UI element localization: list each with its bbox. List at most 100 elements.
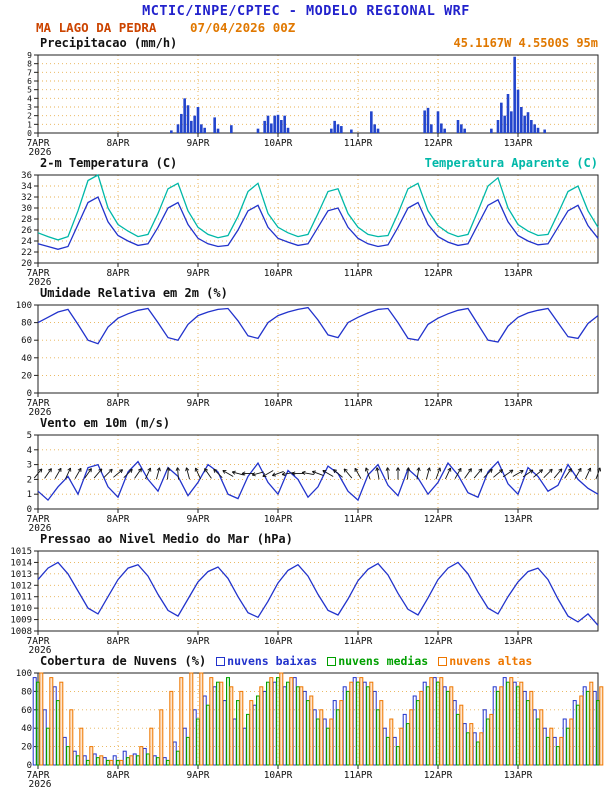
header: MCTIC/INPE/CPTEC - MODELO REGIONAL WRF M… <box>0 0 612 35</box>
model-title: MCTIC/INPE/CPTEC - MODELO REGIONAL WRF <box>142 3 470 19</box>
svg-text:12APR: 12APR <box>424 138 453 149</box>
svg-text:12APR: 12APR <box>424 636 453 647</box>
svg-text:13APR: 13APR <box>504 398 533 409</box>
svg-text:100: 100 <box>16 669 32 679</box>
svg-text:9APR: 9APR <box>187 268 210 279</box>
cloud-high-label: nuvens altas <box>449 654 533 668</box>
panel-precipitation-title: Precipitacao (mm/h) <box>40 36 178 50</box>
svg-text:2026: 2026 <box>29 779 52 787</box>
svg-text:2: 2 <box>27 112 32 121</box>
panel-clouds-title: Cobertura de Nuvens (%) <box>40 654 207 668</box>
svg-text:20: 20 <box>21 371 32 381</box>
svg-text:80: 80 <box>21 687 32 697</box>
svg-text:7APR: 7APR <box>27 268 50 279</box>
svg-text:28: 28 <box>21 215 32 225</box>
svg-text:3: 3 <box>27 461 32 471</box>
svg-text:40: 40 <box>21 724 32 734</box>
svg-text:10APR: 10APR <box>264 636 293 647</box>
svg-text:13APR: 13APR <box>504 138 533 149</box>
panel-pressure: Pressao ao Nivel Medio do Mar (hPa) 7APR… <box>0 531 612 653</box>
svg-text:1: 1 <box>27 120 32 129</box>
svg-text:13APR: 13APR <box>504 636 533 647</box>
cloud-high-swatch-icon <box>438 656 448 666</box>
svg-text:12APR: 12APR <box>424 514 453 525</box>
svg-text:1011: 1011 <box>10 593 32 603</box>
svg-text:1009: 1009 <box>10 616 32 626</box>
legend-clouds-mid: nuvens medias <box>327 654 428 668</box>
svg-text:80: 80 <box>21 319 32 329</box>
svg-text:24: 24 <box>21 237 32 247</box>
svg-text:22: 22 <box>21 248 32 258</box>
panel-temperature: 2-m Temperatura (C) Temperatura Aparente… <box>0 155 612 285</box>
svg-text:30: 30 <box>21 204 32 214</box>
svg-text:5: 5 <box>27 86 32 95</box>
svg-text:1012: 1012 <box>10 581 32 591</box>
svg-text:10APR: 10APR <box>264 514 293 525</box>
svg-text:8: 8 <box>27 60 32 69</box>
svg-text:9: 9 <box>27 51 32 60</box>
cloud-low-label: nuvens baixas <box>227 654 318 668</box>
panel-wind-title: Vento em 10m (m/s) <box>40 416 171 430</box>
svg-text:12APR: 12APR <box>424 398 453 409</box>
svg-text:11APR: 11APR <box>344 138 373 149</box>
svg-text:20: 20 <box>21 743 32 753</box>
svg-text:1015: 1015 <box>10 547 32 557</box>
svg-text:9APR: 9APR <box>187 398 210 409</box>
svg-text:0: 0 <box>27 761 32 771</box>
legend-clouds-low: nuvens baixas <box>216 654 317 668</box>
cloud-low-swatch-icon <box>216 656 226 666</box>
svg-text:1014: 1014 <box>10 558 32 568</box>
svg-text:1: 1 <box>27 490 32 500</box>
run-datetime: 07/04/2026 00Z <box>189 20 296 35</box>
cloud-mid-label: nuvens medias <box>338 654 429 668</box>
svg-text:6: 6 <box>27 77 32 86</box>
svg-text:7APR: 7APR <box>27 514 50 525</box>
svg-text:8APR: 8APR <box>107 268 130 279</box>
panel-wind: Vento em 10m (m/s) 7APR 2026 8APR 9APR 10APR… <box>0 415 612 531</box>
svg-text:8APR: 8APR <box>107 398 130 409</box>
svg-text:32: 32 <box>21 193 32 203</box>
panel-precipitation: Precipitacao (mm/h) 45.1167W 4.5500S 95m… <box>0 35 612 155</box>
svg-text:11APR: 11APR <box>344 514 373 525</box>
svg-text:7APR: 7APR <box>27 636 50 647</box>
svg-text:60: 60 <box>21 336 32 346</box>
svg-text:20: 20 <box>21 259 32 269</box>
svg-text:7APR: 7APR <box>27 138 50 149</box>
svg-text:10APR: 10APR <box>264 268 293 279</box>
svg-text:8APR: 8APR <box>107 636 130 647</box>
svg-text:12APR: 12APR <box>424 770 453 781</box>
svg-text:40: 40 <box>21 354 32 364</box>
svg-text:10APR: 10APR <box>264 138 293 149</box>
svg-text:11APR: 11APR <box>344 770 373 781</box>
svg-text:8APR: 8APR <box>107 514 130 525</box>
svg-text:26: 26 <box>21 226 32 236</box>
svg-text:1010: 1010 <box>10 604 32 614</box>
svg-text:7APR: 7APR <box>27 770 50 781</box>
panel-temperature-title: 2-m Temperatura (C) <box>40 156 178 170</box>
svg-text:9APR: 9APR <box>187 636 210 647</box>
svg-text:1008: 1008 <box>10 627 32 637</box>
svg-text:5: 5 <box>27 431 32 441</box>
svg-text:9APR: 9APR <box>187 770 210 781</box>
svg-text:4: 4 <box>27 94 32 103</box>
panel-humidity: Umidade Relativa em 2m (%) 7APR 2026 8APR 9… <box>0 285 612 415</box>
legend-clouds-high: nuvens altas <box>438 654 532 668</box>
svg-text:11APR: 11APR <box>344 636 373 647</box>
svg-text:9APR: 9APR <box>187 514 210 525</box>
station-coordinates: 45.1167W 4.5500S 95m <box>453 36 599 50</box>
svg-text:1013: 1013 <box>10 570 32 580</box>
svg-text:100: 100 <box>16 301 32 311</box>
panel-humidity-title: Umidade Relativa em 2m (%) <box>40 286 228 300</box>
svg-text:0: 0 <box>27 505 32 515</box>
svg-text:9APR: 9APR <box>187 138 210 149</box>
svg-text:36: 36 <box>21 171 32 181</box>
svg-text:10APR: 10APR <box>264 398 293 409</box>
panel-pressure-title: Pressao ao Nivel Medio do Mar (hPa) <box>40 532 293 546</box>
svg-text:2026: 2026 <box>29 277 52 285</box>
cloud-mid-swatch-icon <box>327 656 337 666</box>
